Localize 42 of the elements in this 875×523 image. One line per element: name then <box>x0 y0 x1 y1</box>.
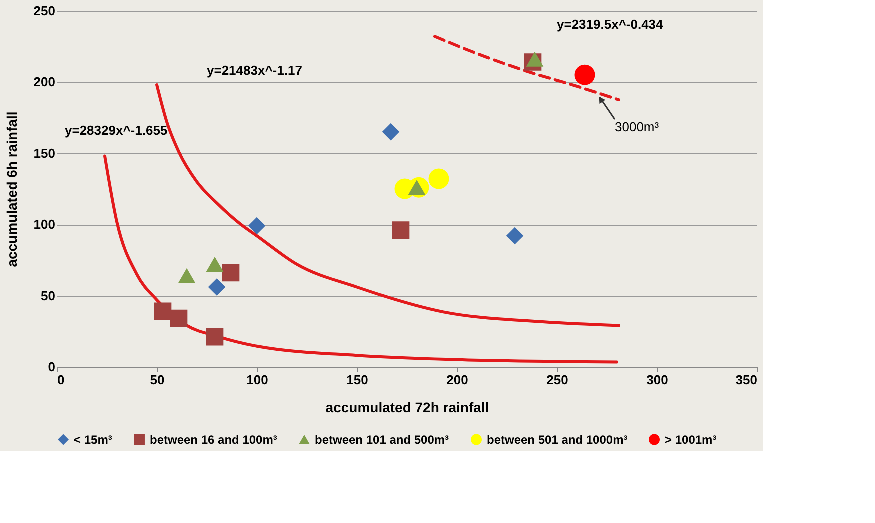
legend-label: between 501 and 1000m³ <box>487 432 628 447</box>
x-tick-label: 50 <box>150 372 165 388</box>
y-tick-label: 200 <box>34 74 56 90</box>
point <box>392 222 410 239</box>
x-tick-label: 300 <box>646 372 668 388</box>
y-tick-label: 0 <box>48 360 56 374</box>
annotation: y=2319.5x^-0.434 <box>557 17 664 32</box>
point <box>206 256 224 272</box>
point <box>206 328 224 346</box>
point <box>208 278 226 296</box>
x-tick-label: 150 <box>346 372 368 388</box>
y-axis-title: accumulated 6h rainfall <box>4 112 20 268</box>
line-series <box>104 154 618 364</box>
x-tick-label: 0 <box>58 372 65 388</box>
point <box>178 268 196 284</box>
x-tick-label: 250 <box>546 372 568 388</box>
y-tick-label: 100 <box>34 217 56 232</box>
annotation: 3000m³ <box>615 120 660 135</box>
y-tick-label: 250 <box>34 4 56 18</box>
legend-label: > 1001m³ <box>665 432 717 447</box>
point <box>506 227 524 245</box>
y-tick-label: 50 <box>41 288 56 304</box>
point <box>222 264 240 282</box>
point <box>428 168 450 190</box>
x-tick-label: 100 <box>246 372 268 388</box>
point <box>408 180 426 196</box>
annotation: y=21483x^-1.17 <box>207 63 302 78</box>
point <box>170 310 188 328</box>
point <box>526 52 544 67</box>
line-series <box>434 35 620 102</box>
legend-label: < 15m³ <box>74 432 112 447</box>
x-axis-title: accumulated 72h rainfall <box>326 400 490 416</box>
x-tick-label: 350 <box>736 372 758 388</box>
point <box>248 217 266 235</box>
point <box>154 302 172 320</box>
annotation: y=28329x^-1.655 <box>65 123 168 138</box>
point <box>574 64 596 86</box>
y-tick-label: 150 <box>34 146 56 161</box>
point <box>382 123 400 141</box>
x-tick-label: 200 <box>446 372 468 388</box>
legend-label: between 16 and 100m³ <box>150 432 278 447</box>
legend-label: between 101 and 500m³ <box>315 432 450 447</box>
